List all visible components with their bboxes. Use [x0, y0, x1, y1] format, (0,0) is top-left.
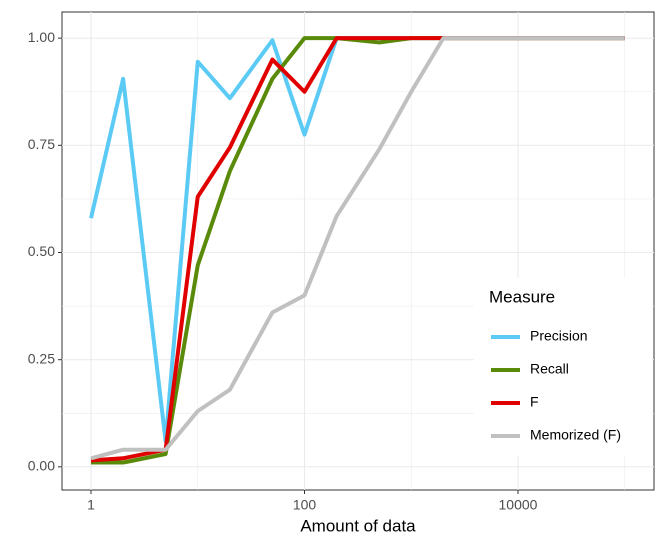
legend-title: Measure: [489, 287, 555, 306]
y-tick-label: 0.75: [28, 136, 55, 152]
legend-label: Memorized (F): [530, 427, 621, 443]
series-line: [90, 36, 625, 461]
x-tick-label: 10000: [499, 497, 538, 513]
legend-label: Recall: [530, 361, 569, 377]
legend-label: Precision: [530, 328, 588, 344]
y-tick-label: 0.00: [28, 458, 55, 474]
x-tick-label: 100: [293, 497, 317, 513]
legend-box: [474, 278, 652, 456]
y-tick-label: 1.00: [28, 29, 55, 45]
legend-label: F: [530, 394, 539, 410]
y-tick-label: 0.50: [28, 243, 55, 259]
x-axis-title: Amount of data: [300, 516, 416, 535]
y-tick-label: 0.25: [28, 350, 55, 366]
x-tick-label: 1: [87, 497, 95, 513]
